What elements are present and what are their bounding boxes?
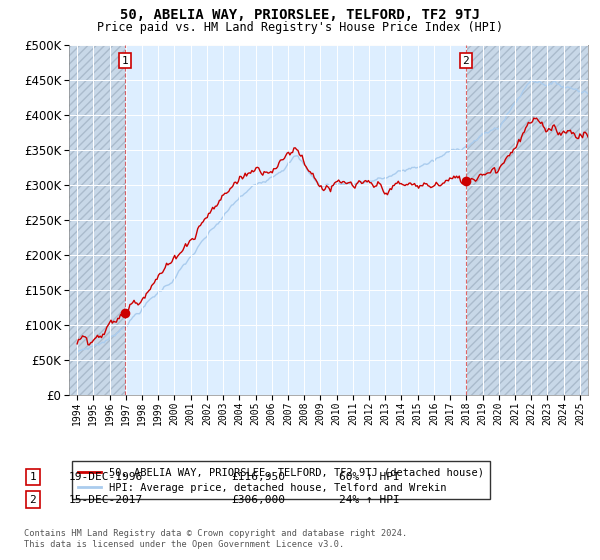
Text: 1: 1	[29, 472, 37, 482]
Text: £116,950: £116,950	[231, 472, 285, 482]
Bar	[69, 45, 125, 395]
Text: Contains HM Land Registry data © Crown copyright and database right 2024.
This d: Contains HM Land Registry data © Crown c…	[24, 529, 407, 549]
Text: 60% ↑ HPI: 60% ↑ HPI	[339, 472, 400, 482]
Bar	[69, 45, 125, 395]
Text: 15-DEC-2017: 15-DEC-2017	[69, 494, 143, 505]
Legend: 50, ABELIA WAY, PRIORSLEE, TELFORD, TF2 9TJ (detached house), HPI: Average price: 50, ABELIA WAY, PRIORSLEE, TELFORD, TF2 …	[71, 461, 490, 499]
Bar	[466, 45, 588, 395]
Text: 24% ↑ HPI: 24% ↑ HPI	[339, 494, 400, 505]
Text: 19-DEC-1996: 19-DEC-1996	[69, 472, 143, 482]
Text: 2: 2	[29, 494, 37, 505]
Text: 1: 1	[122, 55, 128, 66]
Bar	[466, 45, 588, 395]
Text: 50, ABELIA WAY, PRIORSLEE, TELFORD, TF2 9TJ: 50, ABELIA WAY, PRIORSLEE, TELFORD, TF2 …	[120, 8, 480, 22]
Text: 2: 2	[463, 55, 469, 66]
Text: Price paid vs. HM Land Registry's House Price Index (HPI): Price paid vs. HM Land Registry's House …	[97, 21, 503, 34]
Text: £306,000: £306,000	[231, 494, 285, 505]
